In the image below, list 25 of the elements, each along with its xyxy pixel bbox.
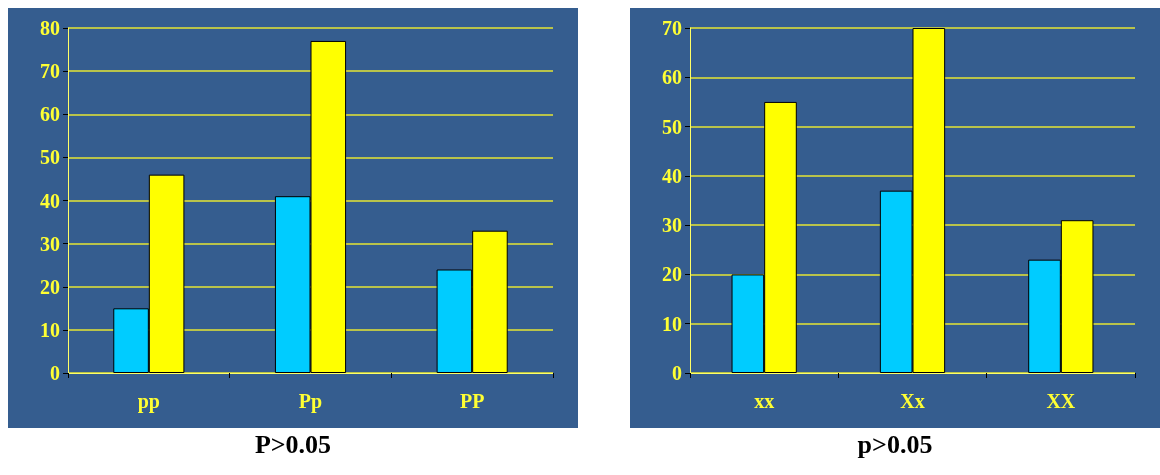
y-tick-label: 60: [662, 66, 682, 89]
y-tick-label: 50: [662, 115, 682, 138]
text: P>0.05: [253, 429, 333, 461]
y-tick-label: 30: [662, 214, 682, 237]
y-tick-label: 20: [662, 263, 682, 286]
x-tick-label: xx: [754, 390, 775, 412]
x-tick-label: Xx: [900, 390, 925, 412]
y-tick-label: 70: [662, 17, 682, 39]
x-tick-label: Pp: [298, 390, 323, 413]
y-tick-label: 10: [662, 312, 682, 335]
y-tick-label: 40: [40, 189, 60, 212]
y-tick-label: 70: [40, 60, 60, 83]
text: p>0.05: [856, 429, 934, 461]
y-tick-label: 60: [40, 103, 60, 126]
y-tick-label: 10: [40, 318, 60, 341]
x-tick-label: XX: [1046, 390, 1076, 412]
y-tick-label: 20: [40, 275, 60, 298]
y-tick-label: 0: [50, 362, 60, 384]
y-tick-label: 0: [672, 362, 682, 384]
x-tick-label: pp: [137, 390, 160, 413]
y-tick-label: 80: [40, 17, 60, 39]
x-tick-label: PP: [459, 390, 485, 412]
y-tick-label: 40: [662, 164, 682, 187]
y-tick-label: 50: [40, 146, 60, 169]
y-tick-label: 30: [40, 232, 60, 255]
